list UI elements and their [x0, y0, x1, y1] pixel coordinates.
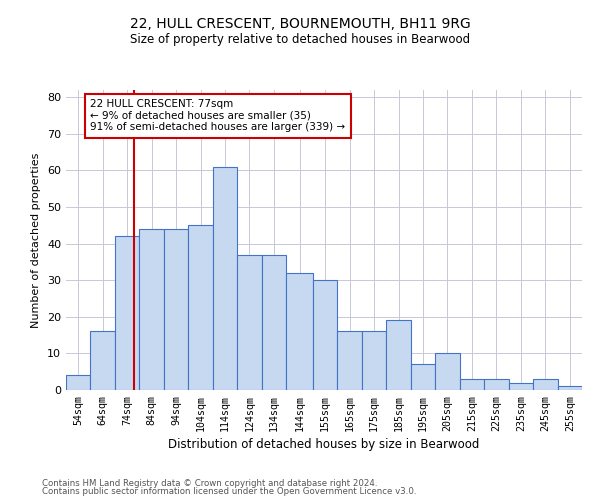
Bar: [557, 386, 582, 390]
Bar: [286, 273, 313, 390]
Bar: [164, 229, 188, 390]
Bar: [386, 320, 411, 390]
Bar: [533, 379, 557, 390]
Bar: [115, 236, 139, 390]
Bar: [213, 167, 237, 390]
Bar: [262, 254, 286, 390]
Bar: [460, 379, 484, 390]
Bar: [362, 332, 386, 390]
Bar: [337, 332, 362, 390]
Bar: [484, 379, 509, 390]
Bar: [188, 226, 213, 390]
Bar: [313, 280, 337, 390]
Bar: [435, 354, 460, 390]
Bar: [139, 229, 164, 390]
Text: Contains HM Land Registry data © Crown copyright and database right 2024.: Contains HM Land Registry data © Crown c…: [42, 478, 377, 488]
Bar: [91, 332, 115, 390]
Bar: [509, 382, 533, 390]
Text: Contains public sector information licensed under the Open Government Licence v3: Contains public sector information licen…: [42, 487, 416, 496]
Y-axis label: Number of detached properties: Number of detached properties: [31, 152, 41, 328]
Text: 22 HULL CRESCENT: 77sqm
← 9% of detached houses are smaller (35)
91% of semi-det: 22 HULL CRESCENT: 77sqm ← 9% of detached…: [91, 99, 346, 132]
Bar: [237, 254, 262, 390]
X-axis label: Distribution of detached houses by size in Bearwood: Distribution of detached houses by size …: [169, 438, 479, 451]
Bar: [411, 364, 435, 390]
Text: Size of property relative to detached houses in Bearwood: Size of property relative to detached ho…: [130, 32, 470, 46]
Text: 22, HULL CRESCENT, BOURNEMOUTH, BH11 9RG: 22, HULL CRESCENT, BOURNEMOUTH, BH11 9RG: [130, 18, 470, 32]
Bar: [66, 376, 91, 390]
